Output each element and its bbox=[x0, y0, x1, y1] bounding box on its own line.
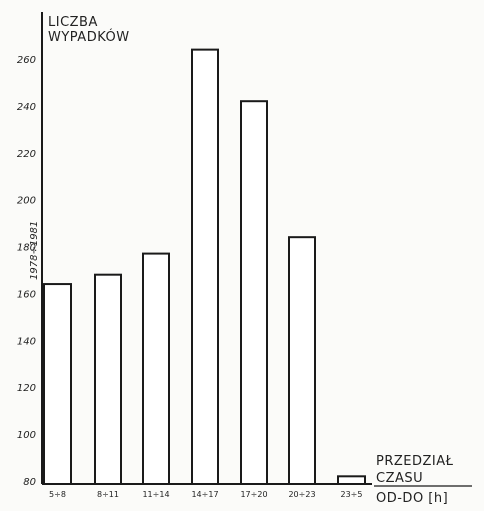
bar bbox=[142, 252, 170, 485]
x-tick-label: 23÷5 bbox=[341, 490, 363, 499]
x-tick-label: 8÷11 bbox=[97, 490, 119, 499]
y-tick-label: 140 bbox=[17, 336, 36, 347]
y-axis-label-line2: WYPADKÓW bbox=[48, 29, 130, 45]
y-tick-label: 180 bbox=[17, 243, 36, 254]
bar bbox=[94, 273, 122, 486]
bars bbox=[43, 48, 366, 486]
x-tick-label: 20÷23 bbox=[288, 490, 315, 499]
x-tick-label: 17÷20 bbox=[240, 490, 267, 499]
bar bbox=[191, 48, 219, 485]
y-tick-label: 200 bbox=[17, 196, 36, 207]
y-tick-label: 260 bbox=[17, 55, 36, 66]
bar bbox=[43, 283, 72, 486]
x-tick-label: 14÷17 bbox=[191, 490, 218, 499]
period-annotation: 1978÷1981 bbox=[29, 221, 40, 280]
bar bbox=[240, 100, 268, 485]
y-tick-label: 120 bbox=[17, 383, 36, 394]
y-tick-labels: 80 100 120 140 160 180 200 220 240 260 bbox=[17, 55, 36, 488]
x-tick-labels: 5÷8 8÷11 11÷14 14÷17 17÷20 20÷23 23÷5 bbox=[49, 490, 362, 499]
x-tick-label: 5÷8 bbox=[49, 490, 66, 499]
y-tick-label: 100 bbox=[17, 430, 36, 441]
y-tick-label: 220 bbox=[17, 149, 36, 160]
y-tick-label: 240 bbox=[17, 102, 36, 113]
x-tick-label: 11÷14 bbox=[142, 490, 169, 499]
y-axis-label-line1: LICZBA bbox=[48, 15, 98, 30]
bar bbox=[288, 236, 316, 485]
x-axis-label-line3: OD-DO [h] bbox=[376, 491, 448, 506]
x-axis-label-line1: PRZEDZIAŁ bbox=[376, 454, 454, 469]
bar bbox=[337, 475, 366, 485]
y-tick-label: 80 bbox=[23, 477, 36, 488]
y-tick-label: 160 bbox=[17, 289, 36, 300]
x-axis-label-line2: CZASU bbox=[376, 471, 423, 486]
